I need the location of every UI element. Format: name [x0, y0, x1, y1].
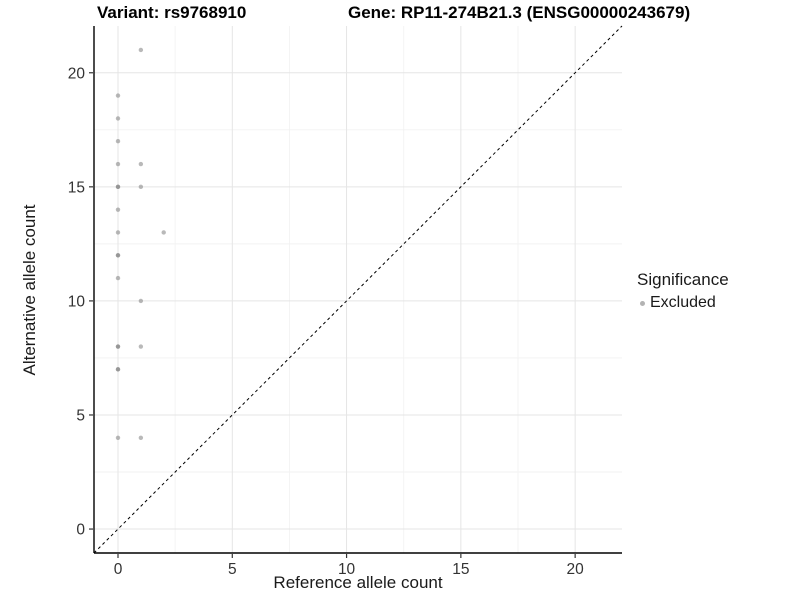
data-point — [115, 184, 121, 190]
data-point — [115, 207, 121, 212]
y-tick-label: 0 — [76, 522, 85, 539]
data-point — [115, 253, 121, 258]
data-point — [138, 47, 144, 53]
data-point — [138, 184, 144, 190]
data-point — [115, 139, 121, 144]
legend-point-icon — [640, 300, 645, 306]
data-point — [161, 230, 166, 235]
data-point — [115, 161, 121, 167]
x-tick-label: 0 — [114, 561, 123, 578]
data-point — [138, 298, 144, 304]
y-tick-label: 10 — [68, 293, 86, 310]
data-point — [115, 435, 121, 440]
data-point — [115, 230, 121, 235]
data-point — [115, 275, 121, 281]
data-point — [138, 435, 144, 440]
x-tick-label: 20 — [567, 561, 585, 578]
data-point — [115, 367, 121, 372]
y-tick-label: 5 — [76, 407, 85, 424]
legend: Significance Excluded — [637, 270, 729, 312]
y-tick-label: 20 — [68, 65, 86, 82]
x-tick-label: 10 — [338, 561, 356, 578]
identity-line — [93, 25, 623, 554]
data-point — [138, 161, 144, 167]
data-point — [115, 93, 121, 98]
x-axis-title: Reference allele count — [273, 573, 443, 592]
data-point — [115, 344, 121, 349]
gene-title: Gene: RP11-274B21.3 (ENSG00000243679) — [348, 3, 691, 22]
variant-title: Variant: rs9768910 — [97, 3, 247, 22]
legend-title: Significance — [637, 270, 729, 289]
x-tick-label: 15 — [452, 561, 469, 578]
y-axis-title: Alternative allele count — [20, 204, 39, 376]
data-point — [138, 344, 144, 349]
legend-item-excluded: Excluded — [637, 294, 729, 312]
data-point — [115, 116, 121, 121]
y-tick-label: 15 — [68, 179, 85, 196]
legend-item-label: Excluded — [650, 294, 716, 311]
x-tick-label: 5 — [228, 561, 237, 578]
